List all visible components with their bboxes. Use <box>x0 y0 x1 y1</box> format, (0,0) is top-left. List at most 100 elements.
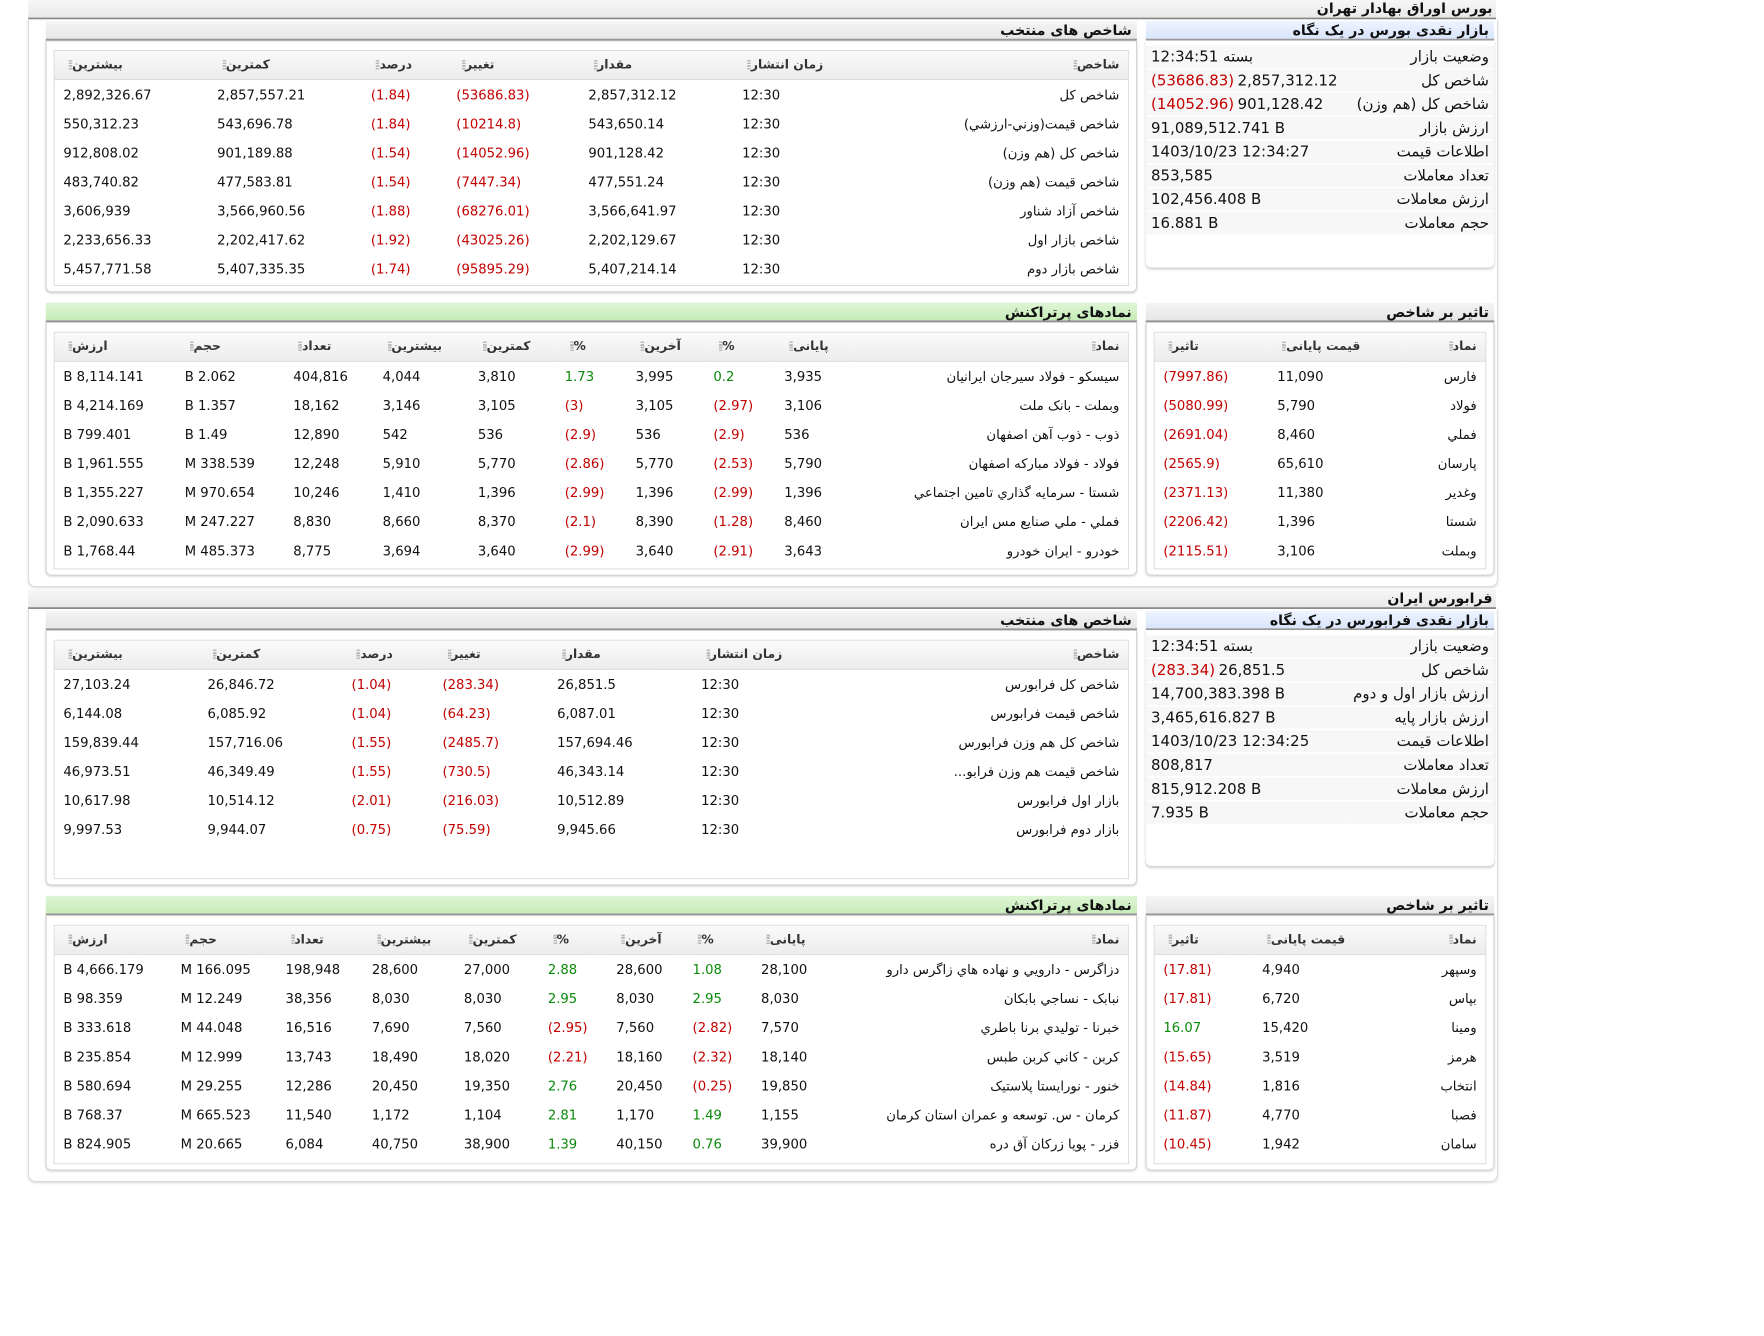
sort-handle-icon[interactable] <box>1168 934 1173 946</box>
table-row[interactable]: شستا 1,396 (2206.42) <box>1155 507 1486 536</box>
table-row[interactable]: سيسکو - فولاد سيرجان ايرانيان 3,935 0.2 3,9… <box>55 361 1129 390</box>
sort-handle-icon[interactable] <box>68 934 73 946</box>
table-row[interactable]: شاخص کل (هم وزن) 12:30 901,128.42 (14052.96… <box>55 138 1129 167</box>
table-row[interactable]: وسپهر 4,940 (17.81) <box>1155 954 1486 983</box>
column-header[interactable]: پایانی <box>775 332 853 362</box>
table-row[interactable]: فملي - ملي صنايع مس ايران 8,460 (1.28) 8,39… <box>55 507 1129 536</box>
sort-handle-icon[interactable] <box>376 59 380 71</box>
sort-handle-icon[interactable] <box>68 649 73 660</box>
column-header[interactable]: مقدار <box>579 51 734 81</box>
column-header[interactable]: حجم <box>171 925 277 955</box>
column-header[interactable]: تاثیر <box>1154 332 1269 362</box>
column-header[interactable]: حجم <box>175 332 285 362</box>
column-header[interactable]: تعداد <box>276 925 364 955</box>
sort-handle-icon[interactable] <box>469 934 473 946</box>
column-header[interactable]: % <box>539 925 608 955</box>
sort-handle-icon[interactable] <box>706 649 710 660</box>
column-header[interactable]: % <box>704 332 776 362</box>
table-row[interactable]: ذوب - ذوب آهن اصفهان 536 (2.9) 536 (2.9) 536 5… <box>55 420 1129 449</box>
table-row[interactable]: شاخص کل هم وزن فرابورس 12:30 157,694.46 (24… <box>55 728 1129 757</box>
table-row[interactable]: فولاد - فولاد مبارکه اصفهان 5,790 (2.53) 5,… <box>55 449 1129 478</box>
column-header[interactable]: کمترین <box>455 925 540 955</box>
column-header[interactable]: درصد <box>362 51 448 81</box>
sort-handle-icon[interactable] <box>718 341 723 352</box>
table-row[interactable]: شاخص کل فرابورس 12:30 26,851.5 (283.34) (1.0… <box>55 669 1129 698</box>
table-row[interactable]: شاخص قیمت(وزني-ارزشي) 12:30 543,650.14 (102… <box>55 109 1129 138</box>
column-header[interactable]: تاثیر <box>1154 925 1254 955</box>
table-row[interactable]: وبملت 3,106 (2115.51) <box>1155 536 1486 565</box>
sort-handle-icon[interactable] <box>766 934 770 946</box>
sort-handle-icon[interactable] <box>747 59 751 71</box>
sort-handle-icon[interactable] <box>1073 59 1077 71</box>
table-row[interactable]: خبرنا - توليدي برنا باطري 7,570 (2.82) 7,56… <box>55 1013 1129 1042</box>
column-header[interactable]: نماد <box>852 332 1129 362</box>
column-header[interactable]: کمترین <box>198 640 343 670</box>
sort-handle-icon[interactable] <box>290 934 295 946</box>
sort-handle-icon[interactable] <box>483 341 487 352</box>
sort-handle-icon[interactable] <box>562 649 566 660</box>
sort-handle-icon[interactable] <box>697 934 702 946</box>
table-row[interactable]: شاخص بازار دوم 12:30 5,407,214.14 (95895.29… <box>55 254 1129 283</box>
sort-handle-icon[interactable] <box>553 934 557 946</box>
sort-handle-icon[interactable] <box>640 341 645 352</box>
column-header[interactable]: زمان انتشار <box>733 51 877 81</box>
table-row[interactable]: فارس 11,090 (7997.86) <box>1155 361 1486 390</box>
column-header[interactable]: نماد <box>828 925 1129 955</box>
table-row[interactable]: پارسان 65,610 (2565.9) <box>1155 449 1486 478</box>
column-header[interactable]: شاخص <box>844 640 1129 670</box>
table-row[interactable]: شاخص کل 12:30 2,857,312.12 (53686.83) (1.84)… <box>55 80 1129 109</box>
column-header[interactable]: مقدار <box>548 640 693 670</box>
sort-handle-icon[interactable] <box>298 341 303 352</box>
column-header[interactable]: بیشترین <box>373 332 470 362</box>
sort-handle-icon[interactable] <box>789 341 794 352</box>
column-header[interactable]: قیمت پایانی <box>1253 925 1405 955</box>
column-header[interactable]: آخرین <box>607 925 684 955</box>
sort-handle-icon[interactable] <box>212 649 217 660</box>
column-header[interactable]: شاخص <box>876 51 1129 81</box>
table-row[interactable]: انتخاب 1,816 (14.84) <box>1155 1071 1486 1100</box>
column-header[interactable]: پایانی <box>752 925 829 955</box>
table-row[interactable]: بازار دوم فرابورس 12:30 9,945.66 (75.59) (0.… <box>55 815 1129 844</box>
table-row[interactable]: فزر - پويا زرکان آق دره 39,900 0.76 40,150 1… <box>55 1129 1129 1158</box>
sort-handle-icon[interactable] <box>569 341 574 352</box>
column-header[interactable]: نماد <box>1407 332 1486 362</box>
table-row[interactable]: فصبا 4,770 (11.87) <box>1155 1100 1486 1129</box>
table-row[interactable]: ومينا 15,420 16.07 <box>1155 1013 1486 1042</box>
column-header[interactable]: کمترین <box>208 51 363 81</box>
table-row[interactable]: وبملت - بانک ملت 3,106 (2.97) 3,105 (3) 3,105… <box>55 391 1129 420</box>
sort-handle-icon[interactable] <box>377 934 381 946</box>
column-header[interactable]: ارزش <box>54 925 172 955</box>
sort-handle-icon[interactable] <box>1449 341 1453 352</box>
table-row[interactable]: بپاس 6,720 (17.81) <box>1155 984 1486 1013</box>
table-row[interactable]: هرمز 3,519 (15.65) <box>1155 1042 1486 1071</box>
column-header[interactable]: قیمت پایانی <box>1268 332 1408 362</box>
column-header[interactable]: بیشترین <box>54 51 209 81</box>
sort-handle-icon[interactable] <box>222 59 226 71</box>
sort-handle-icon[interactable] <box>1449 934 1453 946</box>
table-row[interactable]: کرمان - س. توسعه و عمران استان کرمان 1,15… <box>55 1100 1129 1129</box>
table-row[interactable]: شاخص قیمت فرابورس 12:30 6,087.01 (64.23) (1.… <box>55 699 1129 728</box>
sort-handle-icon[interactable] <box>621 934 626 946</box>
table-row[interactable]: وغدير 11,380 (2371.13) <box>1155 478 1486 507</box>
sort-handle-icon[interactable] <box>1073 649 1077 660</box>
column-header[interactable]: آخرین <box>626 332 705 362</box>
sort-handle-icon[interactable] <box>189 341 194 352</box>
column-header[interactable]: تغییر <box>447 51 580 81</box>
sort-handle-icon[interactable] <box>1267 934 1271 946</box>
table-row[interactable]: سامان 1,942 (10.45) <box>1155 1129 1486 1158</box>
column-header[interactable]: بیشترین <box>54 640 199 670</box>
table-row[interactable]: شاخص آزاد شناور 12:30 3,566,641.97 (68276.0… <box>55 196 1129 225</box>
table-row[interactable]: نبابک - نساجي بابکان 8,030 2.95 8,030 2.95 8,… <box>55 984 1129 1013</box>
sort-handle-icon[interactable] <box>1168 341 1173 352</box>
table-row[interactable]: شاخص بازار اول 12:30 2,202,129.67 (43025.26… <box>55 225 1129 254</box>
sort-handle-icon[interactable] <box>356 649 361 660</box>
column-header[interactable]: تعداد <box>284 332 374 362</box>
sort-handle-icon[interactable] <box>1091 934 1096 946</box>
table-row[interactable]: خنور - نورايستا پلاستيک 19,850 (0.25) 20,45… <box>55 1071 1129 1100</box>
column-header[interactable]: تغییر <box>433 640 549 670</box>
column-header[interactable]: % <box>555 332 627 362</box>
sort-handle-icon[interactable] <box>461 59 466 71</box>
column-header[interactable]: زمان انتشار <box>692 640 845 670</box>
table-row[interactable]: فولاد 5,790 (5080.99) <box>1155 391 1486 420</box>
column-header[interactable]: درصد <box>342 640 434 670</box>
